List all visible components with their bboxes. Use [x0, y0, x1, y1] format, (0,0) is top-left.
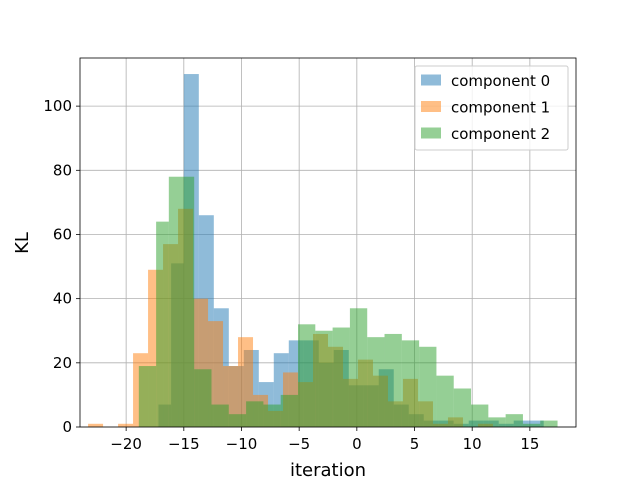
x-tick-label: −15: [168, 435, 200, 453]
histogram-bar: [263, 404, 281, 427]
histogram-bar: [332, 327, 350, 427]
x-tick-label: −5: [288, 435, 310, 453]
y-tick-label: 60: [53, 225, 72, 243]
histogram-bar: [419, 346, 437, 427]
plot-frame: [79, 57, 577, 428]
histogram-bar: [540, 420, 558, 427]
histogram-bar: [453, 388, 472, 427]
histogram-bar: [156, 221, 169, 427]
x-tick-label: −10: [226, 435, 258, 453]
histogram-bar: [401, 340, 420, 427]
histogram-bar: [211, 404, 229, 427]
y-tick-label: 100: [43, 97, 72, 115]
y-tick-label: 20: [53, 354, 72, 372]
histogram-bar: [168, 176, 182, 427]
legend-swatch: [421, 101, 441, 112]
histogram-bar: [246, 401, 264, 427]
y-tick-label: 80: [53, 161, 72, 179]
histogram-bar: [194, 369, 212, 427]
histogram-bar: [88, 423, 104, 427]
histogram-bar: [138, 366, 157, 427]
histogram-bar: [228, 414, 247, 427]
histogram-bar: [367, 337, 385, 427]
legend-label: component 1: [451, 99, 550, 117]
legend-swatch: [421, 74, 441, 86]
histogram-bar: [118, 423, 134, 427]
x-tick-label: 0: [352, 435, 362, 453]
x-tick-label: −20: [110, 435, 142, 453]
legend-box: [414, 65, 569, 151]
y-axis-ticks: 0 20 40 60 80 100: [43, 97, 80, 436]
legend: component 0 component 1 component 2: [414, 65, 569, 151]
histogram-bar: [181, 176, 195, 427]
legend-swatch: [421, 127, 441, 139]
histogram-bar: [349, 308, 368, 427]
histogram-bar: [436, 375, 454, 427]
histogram-bars: [88, 74, 558, 427]
histogram-bar: [315, 330, 333, 427]
y-tick-label: 40: [53, 290, 72, 308]
histogram-bar: [488, 417, 506, 427]
histogram-bar: [384, 333, 402, 427]
histogram-bar: [298, 324, 316, 427]
series-2-bars: [138, 176, 558, 427]
histogram-bar: [280, 394, 299, 427]
histogram-bar: [505, 414, 523, 427]
x-tick-label: 5: [410, 435, 420, 453]
legend-label: component 2: [451, 125, 550, 143]
y-tick-label: 0: [62, 418, 72, 436]
histogram-bar: [471, 404, 489, 427]
y-axis-label: KL: [12, 232, 33, 254]
x-tick-label: 15: [520, 435, 539, 453]
x-axis-label: iteration: [290, 460, 366, 480]
histogram-bar: [522, 423, 541, 427]
x-tick-label: 10: [463, 435, 482, 453]
legend-label: component 0: [451, 72, 550, 90]
histogram-bar: [208, 321, 224, 427]
x-axis-ticks: −20 −15 −10 −5 0 5 10 15: [110, 427, 539, 453]
